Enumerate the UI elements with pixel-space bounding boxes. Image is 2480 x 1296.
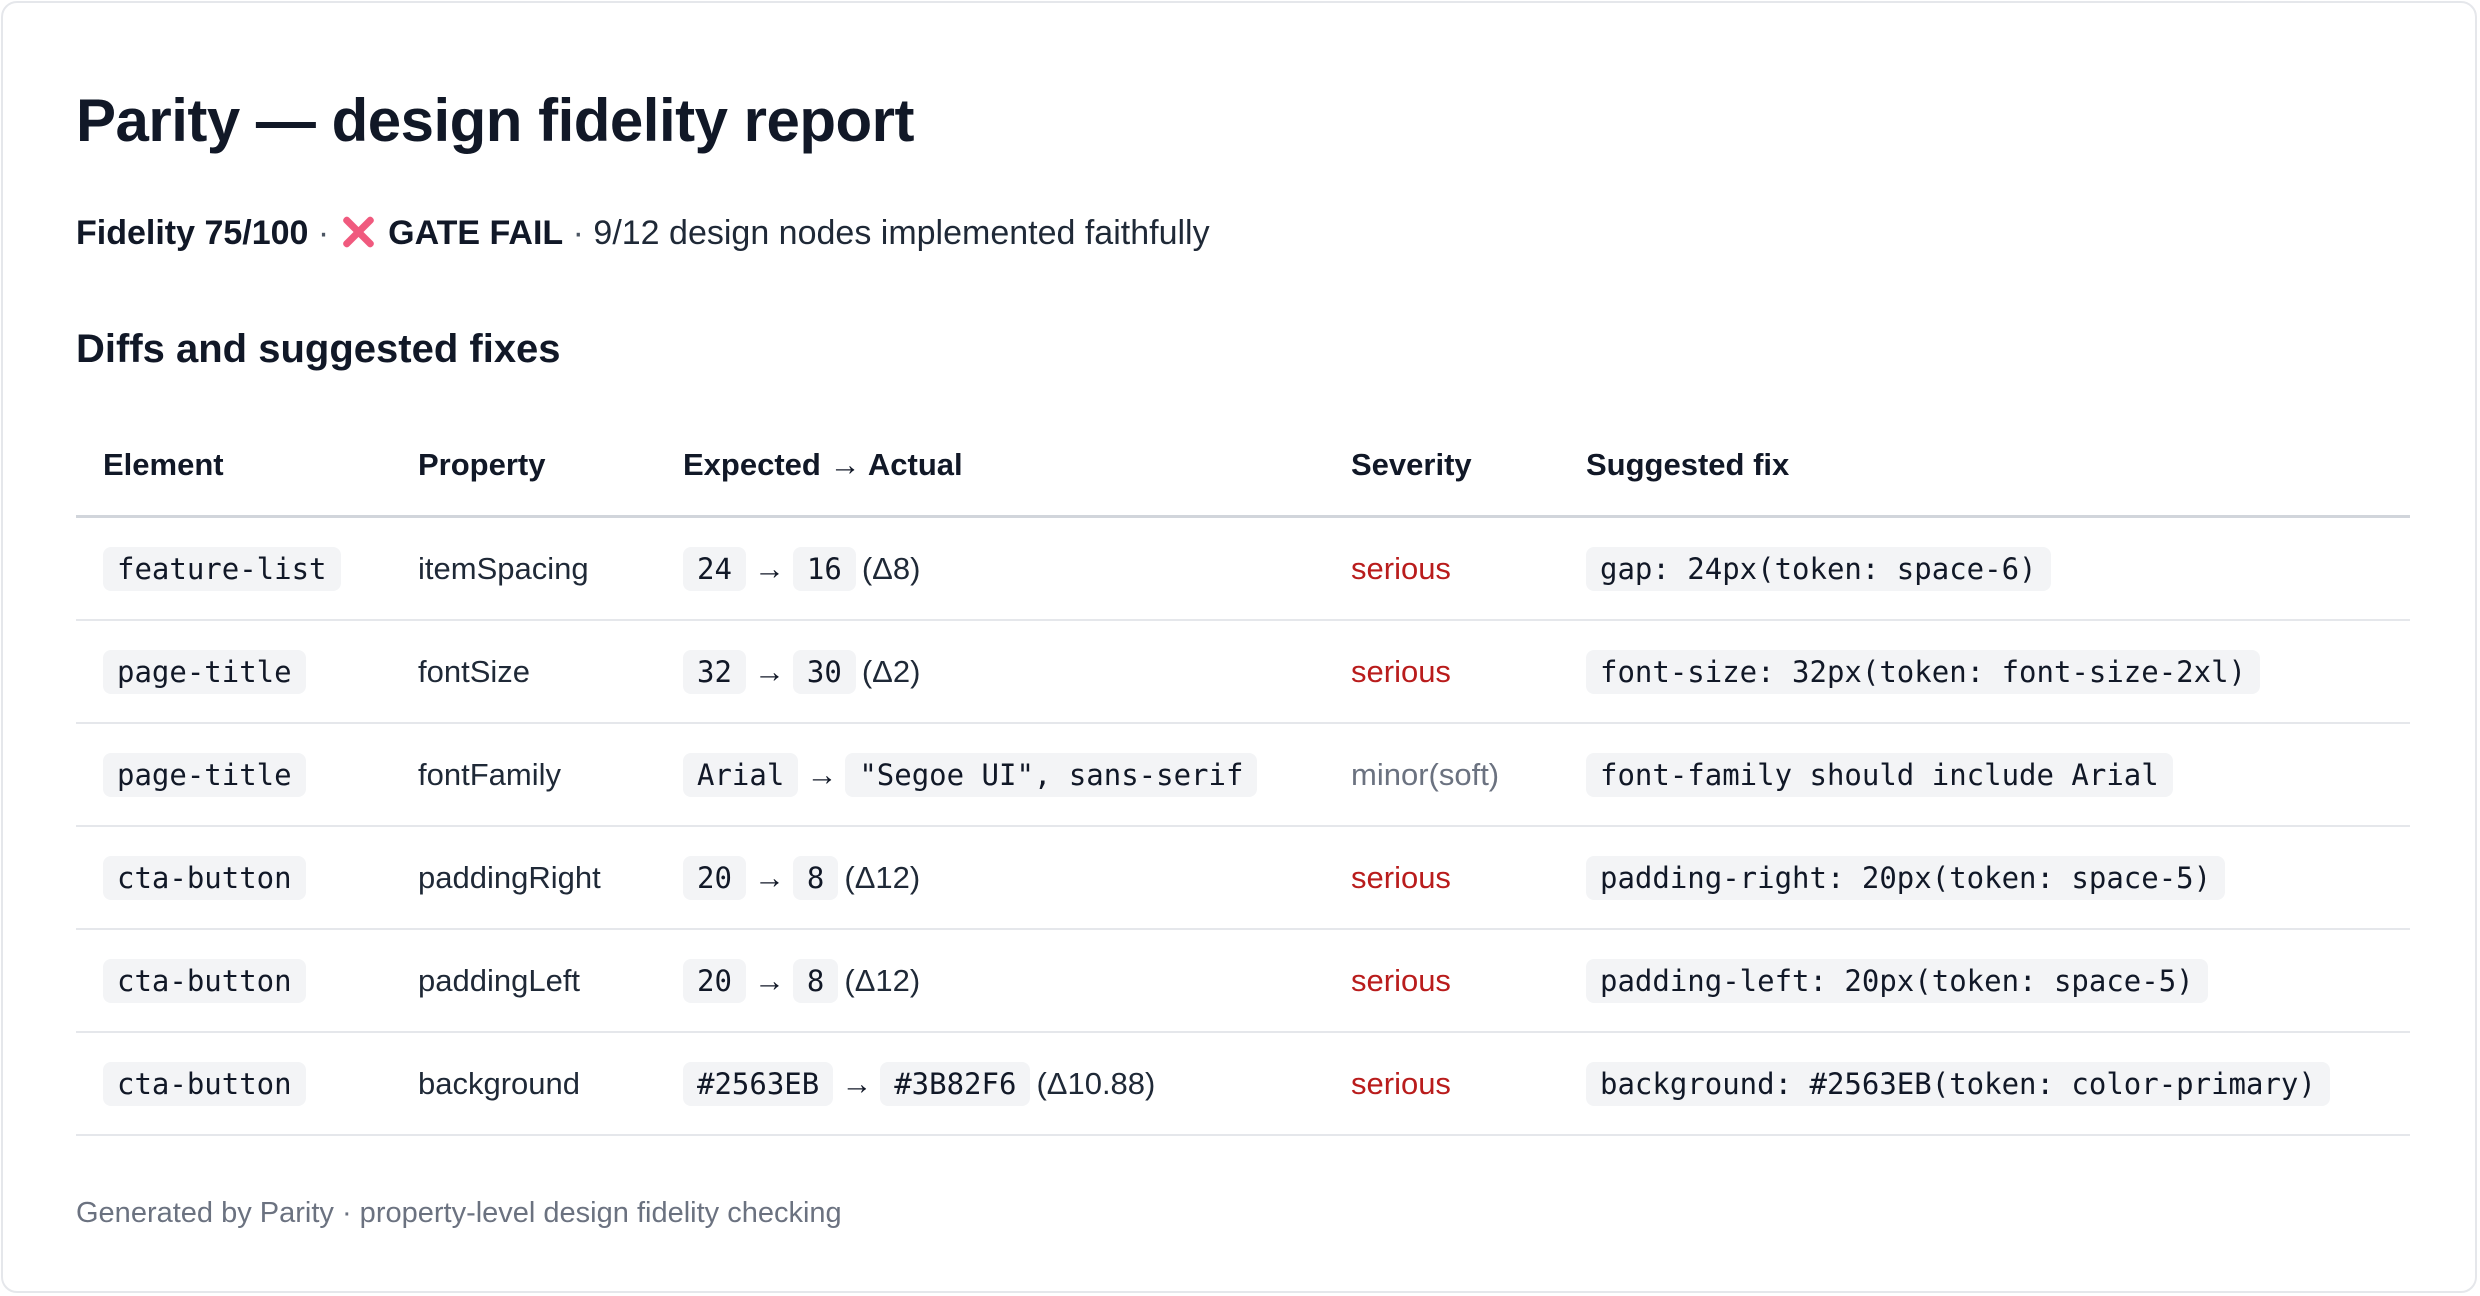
expected-value: #2563EB [683,1061,834,1106]
fix-cell: padding-left: 20px(token: space-5) [1559,929,2410,1033]
element-cell: cta-button [76,826,391,930]
actual-value: "Segoe UI", sans-serif [845,752,1258,797]
table-row: cta-button paddingRight 20 → 8 (Δ12) serious pa… [76,826,2410,930]
actual-value: #3B82F6 [880,1061,1031,1106]
fidelity-score: Fidelity 75/100 [76,214,309,252]
severity-label: serious [1324,516,1559,621]
expected-actual-cell: Arial → "Segoe UI", sans-serif [656,723,1324,827]
column-header-element: Element [76,415,391,518]
delta-value: (Δ12) [844,859,921,895]
section-title: Diffs and suggested fixes [76,327,561,371]
severity-label: serious [1324,1032,1559,1136]
expected-value: 24 [683,546,746,591]
actual-value: 16 [792,546,856,591]
summary-separator: · [572,214,584,252]
delta-value: (Δ12) [844,962,921,998]
property-name: itemSpacing [391,516,656,621]
suggested-fix: padding-left: 20px(token: space-5) [1586,958,2208,1003]
column-header-suggested-fix: Suggested fix [1559,415,2410,518]
expected-value: 32 [683,649,746,694]
expected-value: 20 [683,855,746,900]
severity-label: serious [1324,620,1559,724]
gate-status: GATE FAIL [388,214,564,252]
arrow-right-icon: → [753,962,785,998]
suggested-fix: font-size: 32px(token: font-size-2xl) [1586,649,2261,694]
diffs-table: Element Property Expected → Actual Sever… [76,415,2410,1136]
suggested-fix: padding-right: 20px(token: space-5) [1586,855,2226,900]
page-title: Parity — design fidelity report [76,87,915,154]
arrow-right-icon: → [753,859,785,895]
nodes-summary: 9/12 design nodes implemented faithfully [593,214,1210,252]
property-name: fontSize [391,620,656,724]
fix-cell: font-family should include Arial [1559,723,2410,827]
delta-value: (Δ10.88) [1036,1065,1156,1101]
actual-value: 8 [792,958,839,1003]
expected-actual-cell: 20 → 8 (Δ12) [656,929,1324,1033]
table-header-row: Element Property Expected → Actual Sever… [76,415,2410,518]
expected-value: Arial [683,752,799,797]
expected-value: 20 [683,958,746,1003]
column-header-expected-actual: Expected → Actual [656,415,1324,518]
element-name: cta-button [103,855,306,900]
element-name: page-title [103,752,306,797]
arrow-right-icon: → [841,1065,873,1101]
expected-actual-cell: #2563EB → #3B82F6 (Δ10.88) [656,1032,1324,1136]
table-row: cta-button background #2563EB → #3B82F6 (Δ10.… [76,1032,2410,1136]
element-name: feature-list [103,546,341,591]
severity-label: minor(soft) [1324,723,1559,827]
column-header-property: Property [391,415,656,518]
severity-label: serious [1324,929,1559,1033]
element-cell: page-title [76,723,391,827]
delta-value: (Δ2) [861,653,921,689]
element-name: cta-button [103,958,306,1003]
suggested-fix: gap: 24px(token: space-6) [1586,546,2051,591]
table-row: cta-button paddingLeft 20 → 8 (Δ12) serious pad… [76,929,2410,1033]
arrow-right-icon: → [753,653,785,689]
fix-cell: font-size: 32px(token: font-size-2xl) [1559,620,2410,724]
footer-note: Generated by Parity · property-level des… [76,1197,842,1229]
element-cell: cta-button [76,929,391,1033]
table-row: feature-list itemSpacing 24 → 16 (Δ8) serious g… [76,516,2410,621]
fix-cell: padding-right: 20px(token: space-5) [1559,826,2410,930]
table-row: page-title fontFamily Arial → "Segoe UI", sa… [76,723,2410,827]
fix-cell: background: #2563EB(token: color-primary… [1559,1032,2410,1136]
property-name: paddingRight [391,826,656,930]
report-content: Parity — design fidelity report Fidelity… [76,83,2410,1232]
actual-value: 30 [792,649,856,694]
expected-actual-cell: 24 → 16 (Δ8) [656,516,1324,621]
summary-separator: · [317,214,330,252]
property-name: background [391,1032,656,1136]
arrow-right-icon: → [806,756,838,792]
property-name: paddingLeft [391,929,656,1033]
expected-actual-cell: 32 → 30 (Δ2) [656,620,1324,724]
property-name: fontFamily [391,723,656,827]
fix-cell: gap: 24px(token: space-6) [1559,516,2410,621]
element-name: cta-button [103,1061,306,1106]
delta-value: (Δ8) [861,550,921,586]
fidelity-summary: Fidelity 75/100 · GATE FAIL · 9/12 desig… [76,211,2410,255]
element-cell: page-title [76,620,391,724]
element-cell: feature-list [76,516,391,621]
element-name: page-title [103,649,306,694]
element-cell: cta-button [76,1032,391,1136]
table-row: page-title fontSize 32 → 30 (Δ2) serious font-s… [76,620,2410,724]
actual-value: 8 [792,855,839,900]
severity-label: serious [1324,826,1559,930]
x-mark-icon [341,215,375,249]
suggested-fix: font-family should include Arial [1586,752,2173,797]
suggested-fix: background: #2563EB(token: color-primary… [1586,1061,2330,1106]
arrow-right-icon: → [753,550,785,586]
expected-actual-cell: 20 → 8 (Δ12) [656,826,1324,930]
column-header-severity: Severity [1324,415,1559,518]
